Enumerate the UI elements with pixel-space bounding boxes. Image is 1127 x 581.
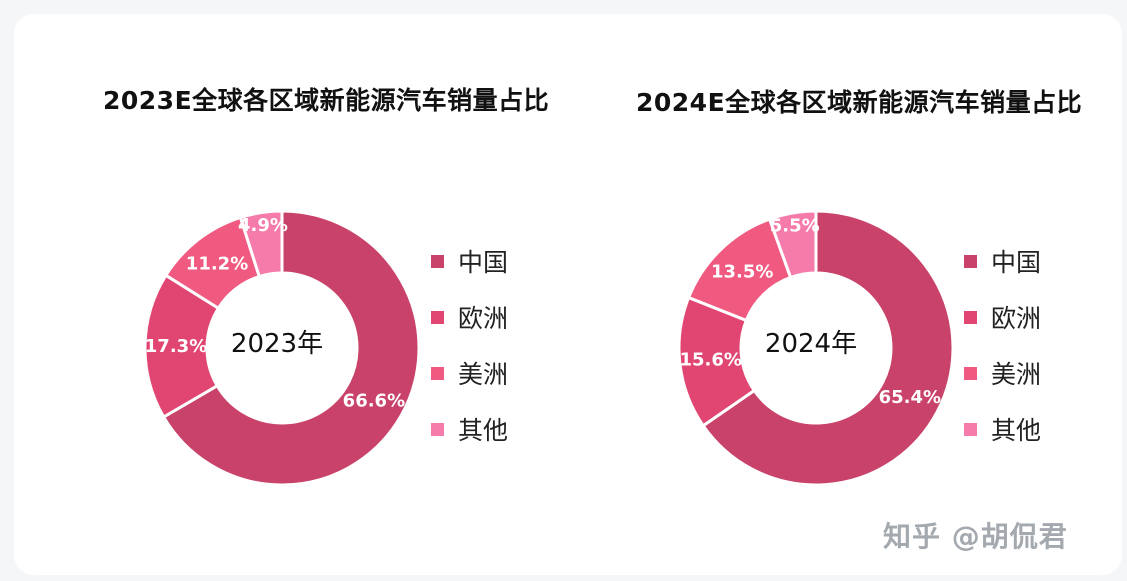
slice-other (238, 209, 284, 279)
legend-swatch (964, 422, 977, 436)
slice-china (701, 209, 955, 487)
legend-label: 其他 (458, 416, 509, 445)
legend-item-europe: 欧洲 (964, 302, 1042, 333)
legend-item-americas: 美洲 (431, 358, 509, 389)
chart-title-2023: 2023E全球各区域新能源汽车销量占比 (103, 86, 550, 115)
legend-label: 欧洲 (458, 304, 509, 333)
legend-item-europe: 欧洲 (431, 302, 509, 333)
legend-label: 中国 (458, 248, 509, 277)
donut-2024年: 65.4% 15.6% 13.5% 5.5% 2024年 (677, 209, 955, 487)
center-label: 2023年 (231, 329, 323, 359)
legend-swatch (431, 310, 444, 324)
legend-swatch (431, 422, 444, 436)
slice-china (161, 209, 421, 487)
center-label: 2024年 (765, 329, 857, 359)
chart-title-2024: 2024E全球各区域新能源汽车销量占比 (636, 88, 1083, 117)
data-label-europe: 17.3% (145, 336, 207, 357)
legend-label: 欧洲 (991, 304, 1042, 333)
data-label-china: 66.6% (343, 390, 405, 411)
legend-label: 中国 (991, 248, 1042, 277)
data-label-other: 4.9% (238, 215, 288, 236)
legend-label: 其他 (991, 416, 1042, 445)
legend-swatch (964, 366, 977, 380)
data-label-americas: 11.2% (186, 254, 248, 275)
legend-swatch (431, 254, 444, 268)
data-label-china: 65.4% (879, 387, 941, 408)
legend-item-other: 其他 (431, 414, 509, 445)
legend-label: 美洲 (991, 360, 1042, 389)
legend-item-americas: 美洲 (964, 358, 1042, 389)
legend-swatch (431, 366, 444, 380)
legend-item-china: 中国 (964, 246, 1042, 277)
donut-2023年: 66.6% 17.3% 11.2% 4.9% 2023年 (143, 209, 421, 487)
watermark: 知乎 @胡侃君 (883, 520, 1068, 553)
legend-swatch (964, 254, 977, 268)
legend-label: 美洲 (458, 360, 509, 389)
data-label-americas: 13.5% (711, 261, 773, 282)
legend-item-china: 中国 (431, 246, 509, 277)
legend-swatch (964, 310, 977, 324)
data-label-other: 5.5% (770, 215, 820, 236)
legend-item-other: 其他 (964, 414, 1042, 445)
slice-other (767, 209, 818, 280)
data-label-europe: 15.6% (679, 349, 741, 370)
